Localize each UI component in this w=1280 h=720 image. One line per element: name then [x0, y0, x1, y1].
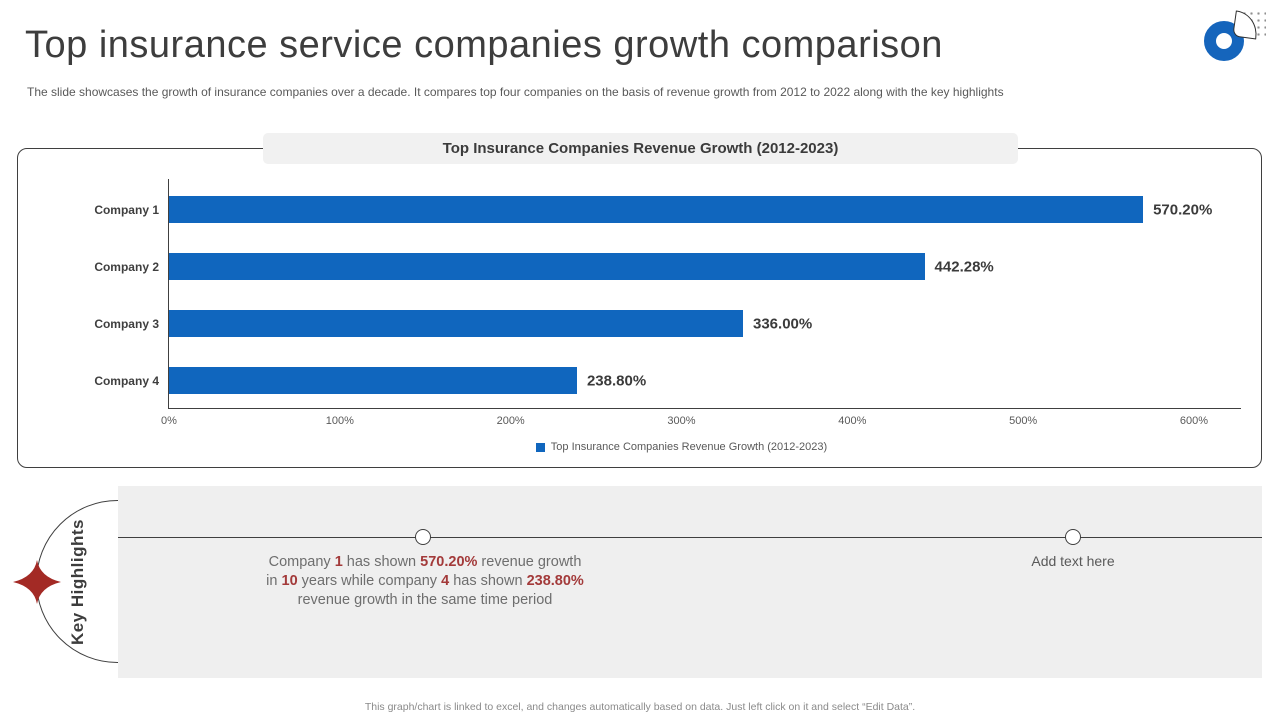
brand-logo [1198, 6, 1268, 68]
highlight-emphasis: 1 [334, 554, 343, 570]
bar-value-label: 570.20% [1153, 201, 1213, 218]
x-axis-tick: 200% [496, 415, 525, 427]
x-axis-tick: 100% [325, 415, 354, 427]
page-title: Top insurance service companies growth c… [25, 24, 943, 66]
category-label: Company 3 [94, 316, 159, 331]
page-subtitle: The slide showcases the growth of insura… [27, 85, 1004, 99]
highlight-note: Company 1 has shown 570.20% revenue grow… [245, 553, 605, 610]
highlight-emphasis: 10 [281, 573, 298, 589]
footer-note: This graph/chart is linked to excel, and… [364, 701, 916, 713]
add-text-placeholder[interactable]: Add text here [1031, 553, 1115, 569]
highlight-text: years while company [297, 573, 442, 589]
highlight-text: has shown [449, 573, 527, 589]
legend-label: Top Insurance Companies Revenue Growth (… [550, 441, 828, 453]
bar-value-label: 442.28% [934, 258, 994, 275]
bar-value-label: 336.00% [753, 315, 813, 332]
x-axis-tick: 600% [1179, 415, 1209, 427]
chart-legend: Top Insurance Companies Revenue Growth (… [169, 441, 1194, 453]
chart-title: Top Insurance Companies Revenue Growth (… [263, 133, 1018, 164]
category-label: Company 2 [94, 259, 159, 274]
highlight-text: in [266, 573, 282, 589]
bar-company-2 [169, 253, 925, 280]
highlight-text: revenue growth [477, 554, 582, 570]
timeline-line [118, 537, 1262, 538]
x-axis-tick: 500% [1009, 415, 1038, 427]
revenue-growth-chart[interactable]: Top Insurance Companies Revenue Growth (… [17, 148, 1262, 468]
category-label: Company 4 [94, 373, 159, 388]
key-highlights-panel: Company 1 has shown 570.20% revenue grow… [118, 486, 1262, 678]
highlight-text: Company [268, 554, 335, 570]
highlight-text: has shown [342, 554, 421, 570]
bar-value-label: 238.80% [586, 372, 647, 389]
x-axis-tick: 400% [838, 415, 867, 427]
highlight-text: revenue growth in the same time period [297, 592, 553, 608]
highlight-emphasis: 570.20% [420, 554, 478, 570]
bar-company-3 [169, 310, 743, 337]
bar-company-1 [169, 196, 1144, 223]
key-highlights-label: Key Highlights [68, 518, 87, 645]
bar-company-4 [169, 367, 577, 394]
legend-marker-icon [535, 442, 545, 452]
four-point-star-icon [13, 560, 61, 604]
highlight-emphasis: 238.80% [526, 573, 584, 589]
timeline-marker-icon [1065, 529, 1081, 545]
plot-area: Top Insurance Companies Revenue Growth (… [94, 179, 1241, 453]
x-axis-tick: 300% [667, 415, 696, 427]
timeline-marker-icon [415, 529, 431, 545]
x-axis-tick: 0% [161, 415, 177, 427]
category-label: Company 1 [94, 202, 159, 217]
highlight-emphasis: 4 [441, 573, 450, 589]
